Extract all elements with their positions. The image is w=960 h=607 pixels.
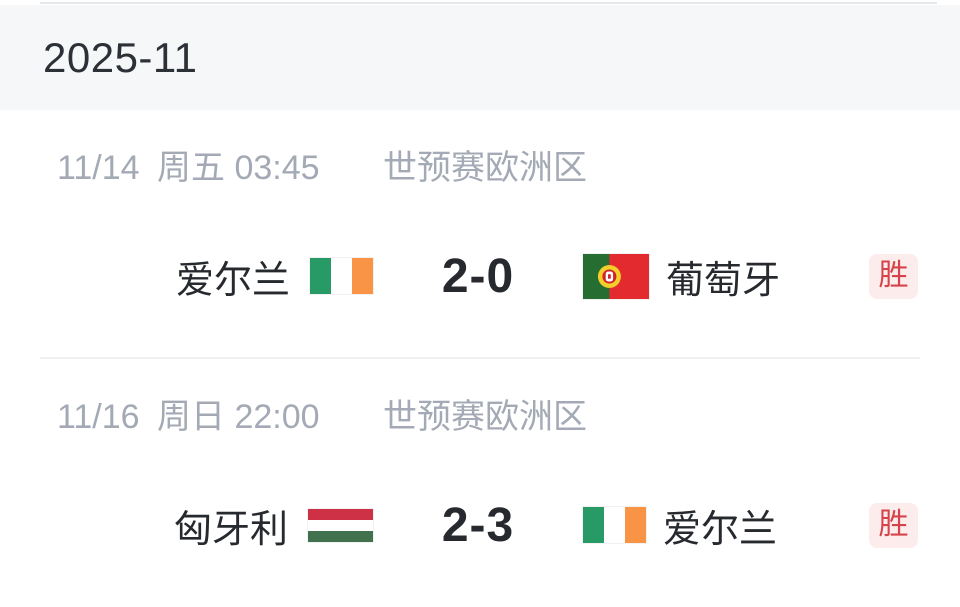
home-team: 爱尔兰 — [0, 249, 373, 304]
match-date: 11/16 — [57, 398, 140, 436]
away-team-name: 爱尔兰 — [663, 508, 778, 551]
home-team-name: 爱尔兰 — [175, 259, 290, 302]
month-label: 2025-11 — [43, 33, 198, 81]
hungary-flag — [308, 508, 373, 542]
home-team: 匈牙利 — [0, 498, 373, 553]
home-team-name: 匈牙利 — [173, 508, 288, 551]
match-card[interactable]: 11/16 周日 22:00 世预赛欧洲区 匈牙利 2-3 爱尔兰 胜 — [0, 359, 960, 606]
away-team: 爱尔兰 — [583, 498, 869, 553]
month-header: 2025-11 — [0, 5, 960, 110]
match-score: 2-0 — [441, 249, 515, 303]
match-time: 03:45 — [234, 149, 320, 187]
match-weekday: 周五 — [157, 149, 226, 187]
match-meta-row: 11/16 周日 22:00 世预赛欧洲区 — [0, 397, 960, 437]
match-result-row: 匈牙利 2-3 爱尔兰 胜 — [0, 479, 960, 571]
match-score: 2-3 — [441, 498, 515, 552]
match-weekday: 周日 — [157, 398, 226, 436]
competition-label: 世预赛欧洲区 — [383, 149, 587, 187]
match-meta-row: 11/14 周五 03:45 世预赛欧洲区 — [0, 148, 960, 188]
win-badge: 胜 — [869, 502, 918, 548]
top-divider — [0, 0, 960, 5]
match-result-row: 爱尔兰 2-0 葡萄牙 — [0, 230, 960, 322]
match-time: 22:00 — [234, 398, 320, 436]
match-card[interactable]: 11/14 周五 03:45 世预赛欧洲区 爱尔兰 2-0 — [0, 110, 960, 357]
divider-line — [40, 2, 937, 4]
match-divider — [40, 357, 920, 359]
ireland-flag — [310, 258, 373, 294]
win-badge-label: 胜 — [878, 259, 909, 292]
ireland-flag — [583, 507, 646, 543]
portugal-flag — [583, 253, 649, 299]
win-badge: 胜 — [869, 253, 918, 299]
match-date: 11/14 — [57, 149, 140, 187]
competition-label: 世预赛欧洲区 — [383, 398, 587, 436]
win-badge-label: 胜 — [878, 508, 909, 541]
away-team: 葡萄牙 — [583, 249, 869, 304]
away-team-name: 葡萄牙 — [666, 259, 781, 302]
